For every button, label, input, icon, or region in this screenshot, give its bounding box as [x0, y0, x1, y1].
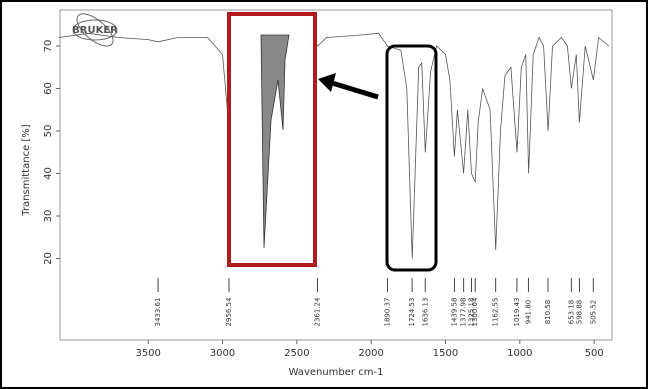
peak-label: 1325.18 [467, 298, 475, 327]
y-tick-label: 50 [43, 125, 54, 138]
x-tick-label: 500 [585, 348, 604, 359]
zoom-inset [260, 34, 290, 249]
peak-highlight [385, 44, 438, 272]
x-axis-label: Wavenumber cm-1 [289, 367, 384, 378]
peak-label: 941.80 [524, 300, 532, 325]
peak-label: 1300.04 [471, 297, 479, 326]
arrow-head [318, 73, 336, 92]
x-tick-label: 1000 [507, 348, 532, 359]
peak-label: 1019.43 [513, 298, 521, 327]
y-tick-label: 40 [43, 167, 54, 180]
arrow-shaft [331, 80, 379, 100]
peak-label: 1636.13 [421, 298, 429, 327]
y-tick-label: 60 [43, 82, 54, 95]
peak-label: 1724.53 [408, 298, 416, 327]
peak-label: 653.18 [567, 300, 575, 325]
x-tick-label: 1500 [433, 348, 458, 359]
peak-label: 2361.24 [313, 297, 321, 326]
peak-label: 3433.61 [154, 298, 162, 327]
peak-label: 1377.98 [460, 298, 468, 327]
x-tick-label: 2000 [358, 348, 383, 359]
x-tick-label: 2500 [284, 348, 309, 359]
logo-orbit [76, 13, 114, 47]
logo-orbit [72, 19, 118, 41]
peak-label: 598.88 [575, 300, 583, 325]
x-tick-label: 3000 [210, 348, 235, 359]
plot-frame [59, 9, 613, 341]
peak-label: 810.58 [544, 300, 552, 325]
y-tick-label: 70 [43, 40, 54, 53]
y-tick-label: 20 [43, 252, 54, 265]
logo: BRUKER [72, 13, 118, 47]
peak-label: 505.52 [589, 300, 597, 325]
y-tick-label: 30 [43, 210, 54, 223]
x-tick-label: 3500 [135, 348, 160, 359]
peak-label: 1439.58 [450, 298, 458, 327]
peak-label: 1890.37 [383, 298, 391, 327]
y-axis-label: Transmittance [%] [21, 124, 32, 216]
peak-label: 1162.55 [492, 298, 500, 327]
peak-label: 2956.54 [225, 297, 233, 326]
logo-text: BRUKER [72, 25, 118, 36]
